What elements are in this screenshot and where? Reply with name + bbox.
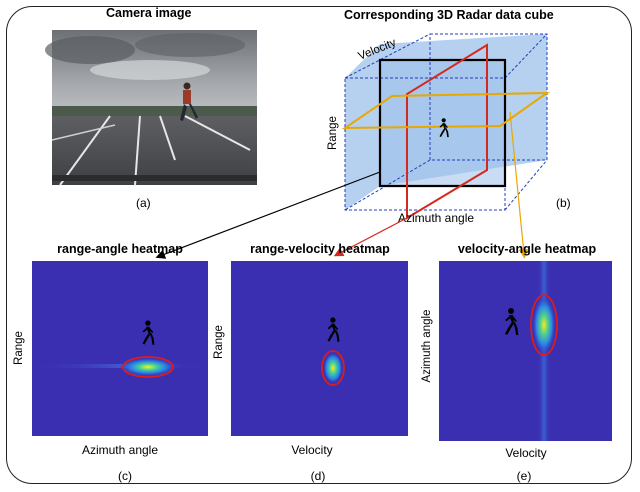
- heatmap-e-ylabel: Azimuth angle: [421, 310, 433, 383]
- camera-title: Camera image: [106, 6, 192, 20]
- arrow-to-velocity-angle: [509, 111, 529, 259]
- heatmap-c-xlabel: Azimuth angle: [82, 443, 158, 457]
- heatmap-d-xlabel: Velocity: [291, 443, 332, 457]
- heatmap-c-title: range-angle heatmap: [57, 242, 183, 256]
- cube-title: Corresponding 3D Radar data cube: [344, 8, 554, 22]
- heatmap-c-ylabel: Range: [13, 331, 25, 365]
- heatmap-range-angle: [32, 261, 208, 436]
- caption-b: (b): [556, 196, 571, 210]
- figure-frame: [6, 6, 632, 484]
- heatmap-e-title: velocity-angle heatmap: [458, 242, 597, 256]
- arrow-to-range-angle: [155, 171, 381, 259]
- heatmap-velocity-angle: [439, 261, 612, 441]
- heatmap-d-title: range-velocity heatmap: [250, 242, 390, 256]
- camera-image: [45, 30, 257, 186]
- caption-c: (c): [118, 469, 132, 483]
- cube-axis-azimuth: Azimuth angle: [398, 211, 474, 225]
- cube-axis-range: Range: [327, 116, 339, 150]
- heatmap-range-velocity: [231, 261, 408, 436]
- caption-d: (d): [311, 469, 326, 483]
- heatmap-e-xlabel: Velocity: [505, 446, 546, 460]
- radar-cube: [341, 33, 551, 220]
- caption-a: (a): [136, 196, 151, 210]
- arrow-to-range-velocity: [333, 217, 408, 257]
- caption-e: (e): [517, 469, 532, 483]
- heatmap-d-ylabel: Range: [213, 325, 225, 359]
